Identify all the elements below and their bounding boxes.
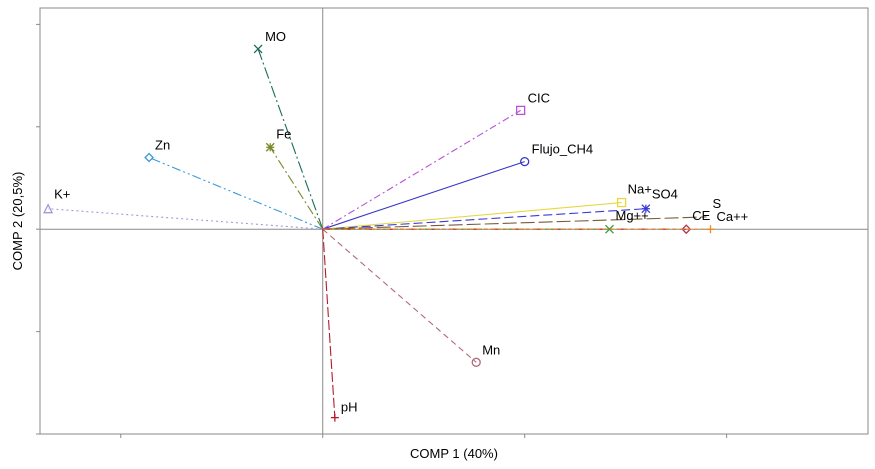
vector-marker	[641, 204, 651, 214]
vector-s: S	[322, 196, 721, 230]
vector-na-: Na+	[322, 182, 652, 230]
vector-label: K+	[54, 187, 70, 202]
y-axis-title: COMP 2 (20,5%)	[10, 172, 25, 271]
vector-ca-: Ca++	[322, 209, 748, 234]
plot-frame	[39, 7, 869, 435]
vector-label: S	[712, 196, 721, 211]
vector-mg-: Mg++	[322, 208, 649, 234]
vector-line	[148, 157, 323, 230]
vector-line	[322, 161, 525, 230]
vector-marker	[471, 357, 481, 367]
vector-marker	[43, 203, 54, 214]
vector-line	[48, 208, 323, 230]
vector-series: MO CIC Zn Fe Flujo_CH4 K+ Na+ SO4 S Mg++ CE Ca++ Mn p…	[43, 29, 748, 422]
vector-cic: CIC	[322, 90, 550, 230]
x-axis-title: COMP 1 (40%)	[410, 446, 498, 461]
vector-marker	[616, 197, 627, 208]
vector-label: Flujo_CH4	[532, 142, 593, 157]
vector-line	[322, 202, 622, 230]
vector-label: Zn	[155, 138, 170, 153]
vector-marker	[253, 44, 263, 54]
vector-so4: SO4	[322, 187, 678, 230]
vector-zn: Zn	[144, 138, 323, 230]
vector-marker	[330, 413, 339, 422]
vector-ph: pH	[322, 229, 358, 422]
vector-label: CE	[692, 208, 710, 223]
vector-fe: Fe	[265, 126, 324, 230]
vector-marker	[706, 225, 715, 234]
vector-marker	[605, 224, 614, 234]
vector-line	[322, 228, 477, 363]
vector-label: Ca++	[716, 209, 748, 224]
vector-line	[322, 216, 707, 230]
vector-mn: Mn	[322, 228, 500, 367]
vector-marker	[681, 224, 692, 235]
vector-marker	[520, 156, 530, 167]
vector-line	[269, 146, 324, 230]
vector-marker	[265, 142, 275, 152]
vector-line	[322, 208, 646, 230]
vector-k-: K+	[43, 187, 323, 230]
vector-marker	[144, 152, 154, 163]
vector-label: Mg++	[616, 208, 649, 223]
vector-line	[322, 229, 336, 418]
vector-marker	[515, 105, 526, 116]
vector-label: pH	[341, 400, 358, 415]
vector-label: Na+	[628, 182, 652, 197]
vector-line	[322, 109, 521, 230]
vector-label: MO	[265, 29, 286, 44]
vector-label: SO4	[652, 187, 678, 202]
vector-mo: MO	[253, 29, 324, 230]
vector-label: Mn	[482, 342, 500, 357]
vector-line	[257, 48, 324, 230]
vector-label: Fe	[276, 126, 291, 141]
vector-label: CIC	[528, 90, 550, 105]
axis-ticks	[36, 23, 728, 438]
vector-flujo-ch4: Flujo_CH4	[322, 142, 593, 230]
